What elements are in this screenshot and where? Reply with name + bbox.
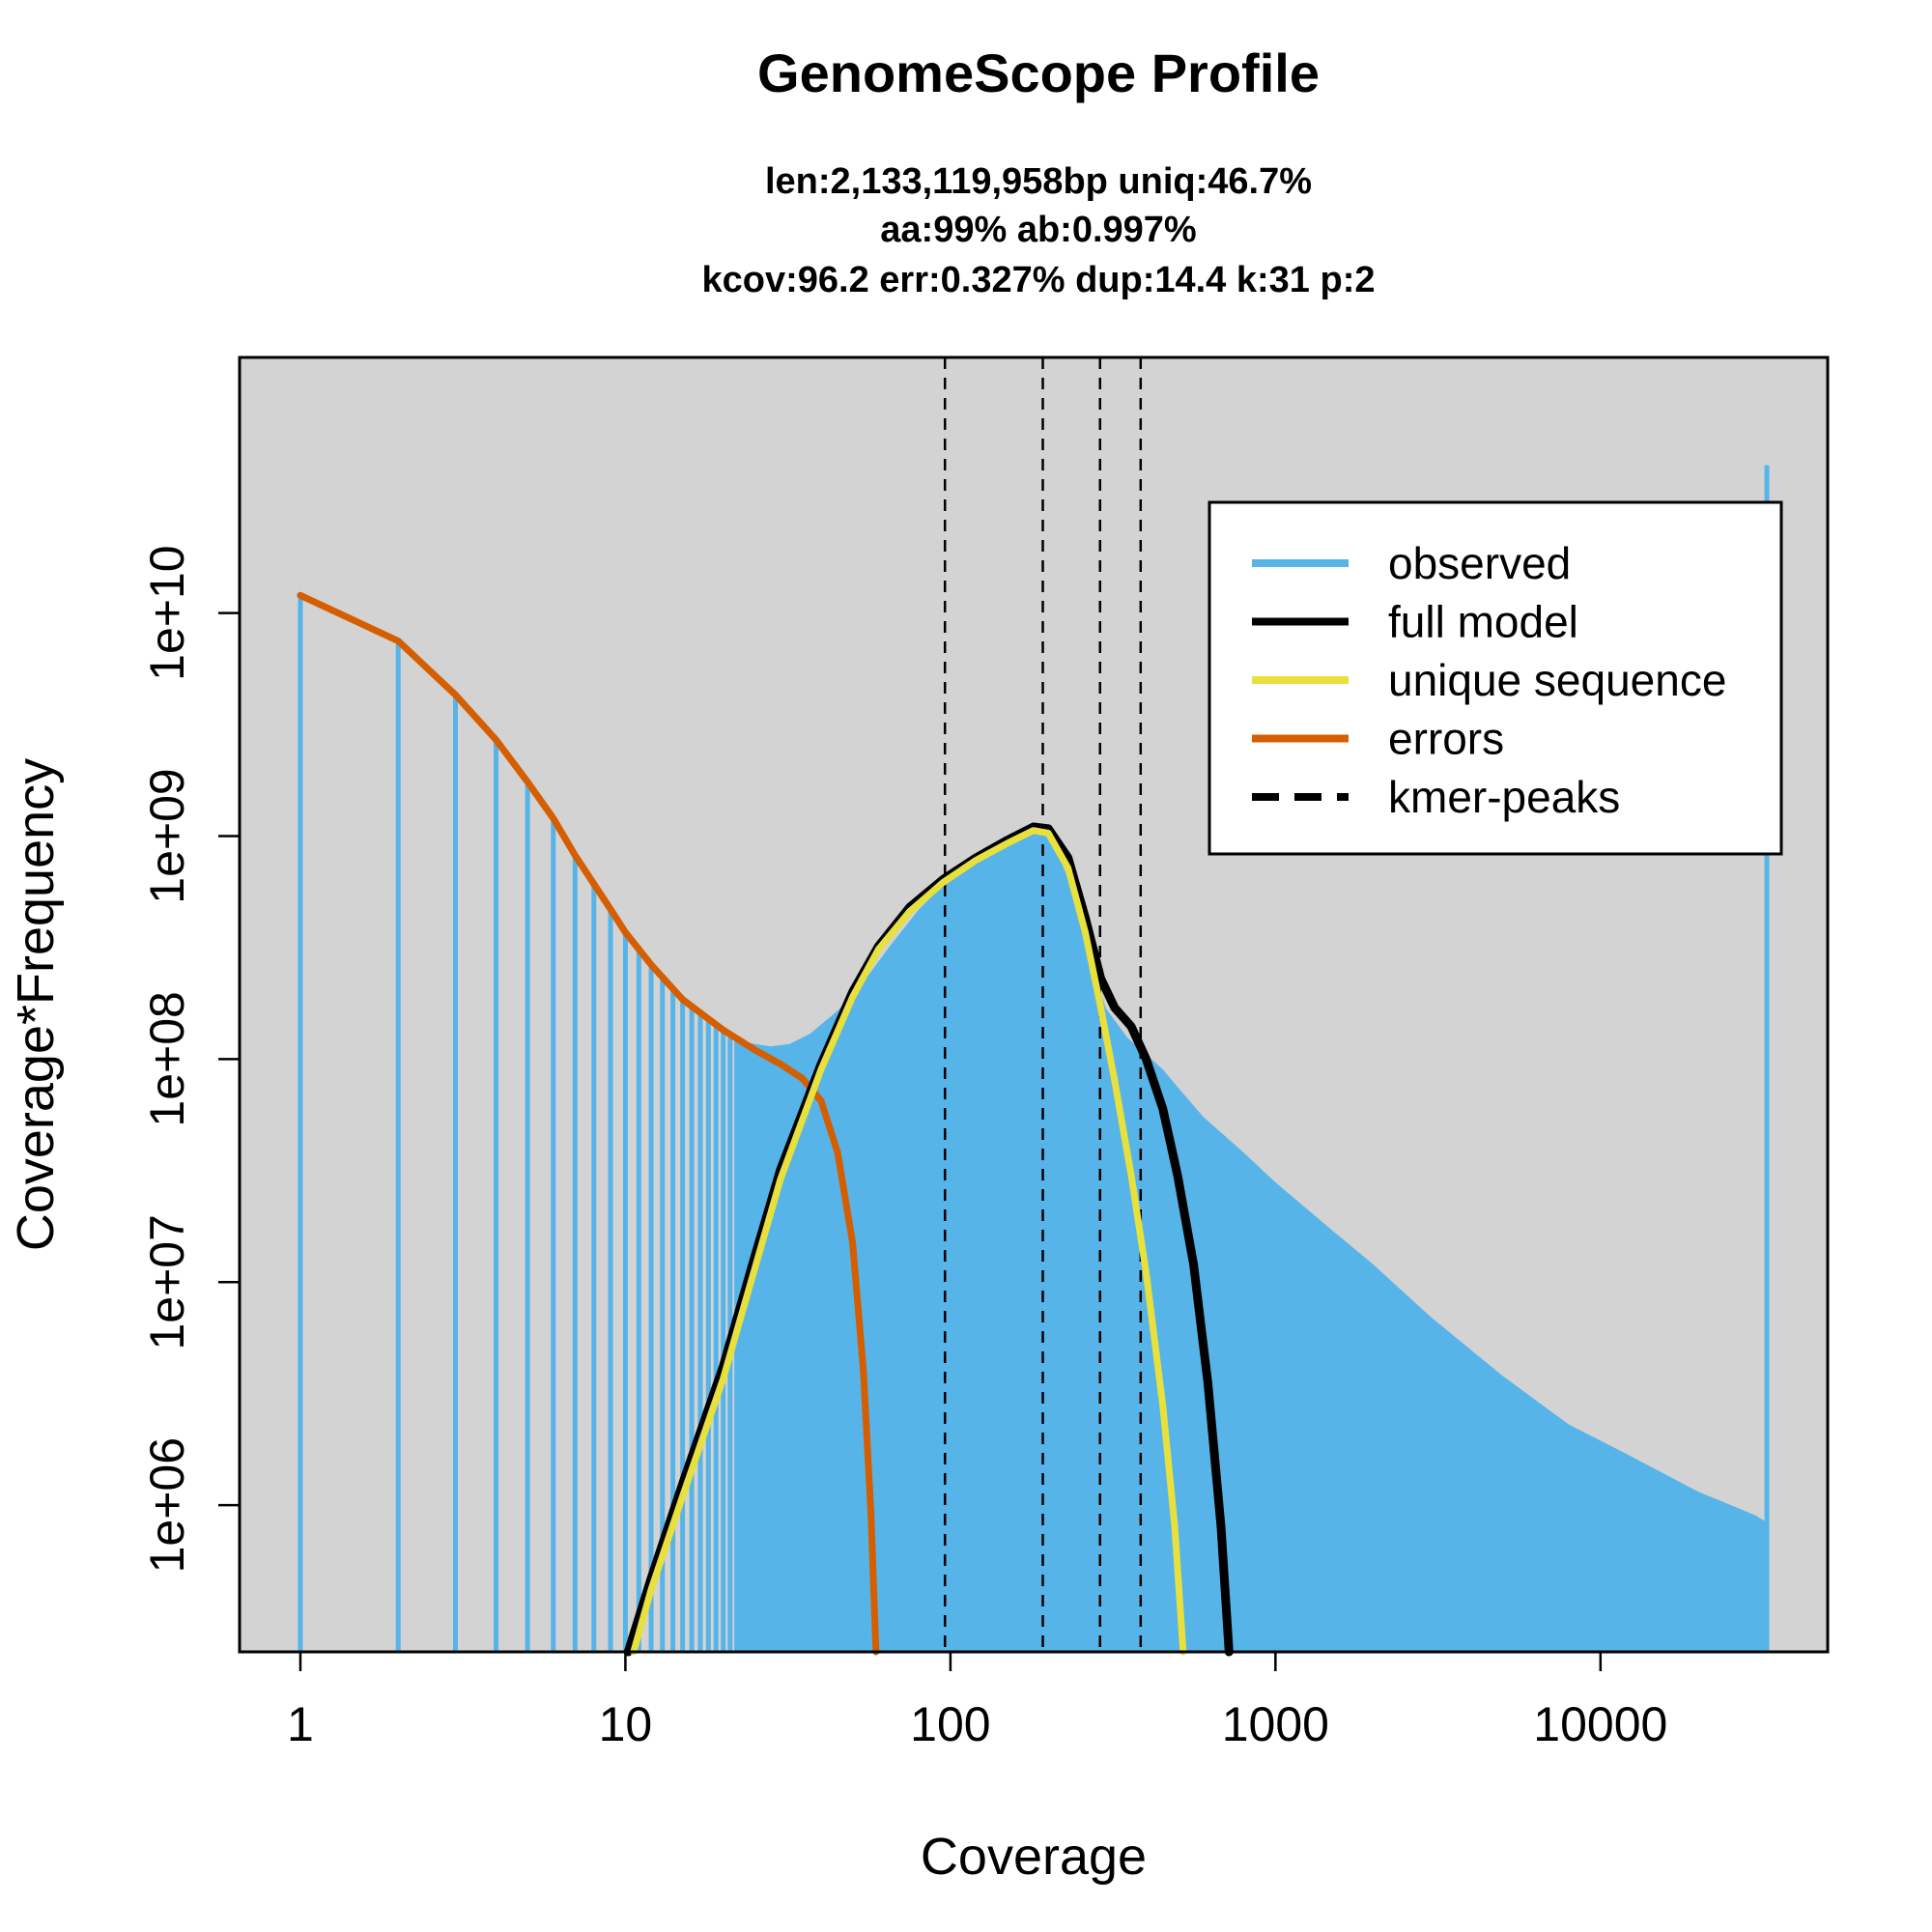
x-tick-label-10000: 10000 xyxy=(1533,1697,1667,1751)
observed-fill xyxy=(736,829,1765,1652)
y-axis: 1e+06 1e+07 1e+08 1e+09 1e+10 xyxy=(140,545,242,1573)
x-axis-label: Coverage xyxy=(921,1828,1147,1886)
y-tick-label-1e+09: 1e+09 xyxy=(140,768,194,903)
y-tick-label-1e+06: 1e+06 xyxy=(140,1437,194,1573)
x-tick-label-100: 100 xyxy=(910,1697,990,1751)
legend: observed full model unique sequence errors k… xyxy=(1208,500,1783,856)
legend-label-full-model: full model xyxy=(1388,597,1578,647)
chart-subtitle-line-3: kcov:96.2 err:0.327% dup:14.4 k:31 p:2 xyxy=(701,260,1375,300)
errors-line xyxy=(297,591,880,1656)
model-lines xyxy=(297,591,1234,1657)
y-axis-label: Coverage*Frequency xyxy=(7,758,65,1251)
y-tick-label-1e+10: 1e+10 xyxy=(140,545,194,680)
kmer-peaks-series xyxy=(943,357,1143,1652)
chart-subtitle-line-1: len:2,133,119,958bp uniq:46.7% xyxy=(765,161,1312,202)
chart-title: GenomeScope Profile xyxy=(757,43,1320,103)
x-tick-label-1000: 1000 xyxy=(1222,1697,1329,1751)
legend-label-observed: observed xyxy=(1388,538,1571,588)
x-tick-label-1: 1 xyxy=(287,1697,314,1751)
chart-subtitle-line-2: aa:99% ab:0.997% xyxy=(880,210,1196,250)
observed-series xyxy=(298,465,1770,1652)
legend-label-errors: errors xyxy=(1388,714,1504,764)
legend-label-unique-sequence: unique sequence xyxy=(1388,655,1726,705)
legend-label-kmer-peaks: kmer-peaks xyxy=(1388,772,1620,822)
y-tick-label-1e+07: 1e+07 xyxy=(140,1214,194,1350)
x-axis: 1 10 100 1000 10000 xyxy=(287,1650,1667,1751)
y-tick-label-1e+08: 1e+08 xyxy=(140,991,194,1126)
x-tick-label-10: 10 xyxy=(599,1697,653,1751)
unique-sequence-line xyxy=(630,827,1187,1656)
